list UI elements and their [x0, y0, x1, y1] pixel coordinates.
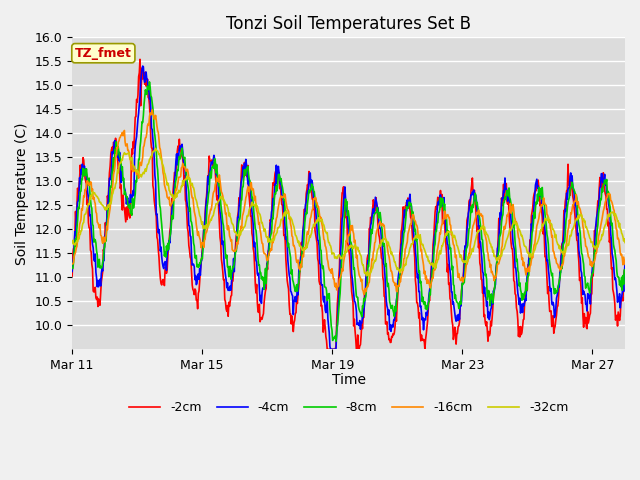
-4cm [131, 144, 139, 149]
Legend: -2cm, -4cm, -8cm, -16cm, -32cm: -2cm, -4cm, -8cm, -16cm, -32cm [124, 396, 573, 419]
-32cm [492, 256, 500, 262]
-2cm [68, 273, 76, 279]
-16cm [68, 261, 76, 267]
-4cm [492, 265, 500, 271]
-8cm [492, 270, 500, 276]
-8cm [181, 155, 189, 160]
-32cm [152, 145, 159, 151]
-4cm [68, 269, 76, 275]
-8cm [332, 338, 340, 344]
Line: -16cm: -16cm [72, 110, 625, 294]
-2cm [181, 173, 189, 179]
-2cm [323, 347, 331, 352]
-2cm [621, 266, 629, 272]
-8cm [621, 267, 629, 273]
-2cm [143, 76, 151, 82]
-8cm [131, 191, 139, 197]
Line: -4cm: -4cm [72, 66, 625, 349]
X-axis label: Time: Time [332, 373, 365, 387]
-32cm [181, 177, 189, 182]
-32cm [143, 165, 150, 171]
-16cm [621, 262, 629, 267]
-8cm [356, 309, 364, 314]
-32cm [68, 240, 76, 245]
-16cm [143, 130, 150, 136]
Line: -8cm: -8cm [72, 82, 625, 341]
-8cm [403, 204, 410, 210]
-32cm [403, 255, 410, 261]
-32cm [621, 240, 629, 245]
-4cm [403, 208, 410, 214]
-4cm [621, 260, 629, 266]
-16cm [355, 272, 363, 277]
-16cm [181, 164, 189, 169]
-2cm [131, 114, 139, 120]
Line: -32cm: -32cm [72, 148, 625, 276]
-16cm [361, 291, 369, 297]
Text: TZ_fmet: TZ_fmet [75, 47, 132, 60]
-2cm [403, 199, 410, 205]
-4cm [143, 77, 151, 83]
-4cm [139, 63, 147, 69]
-32cm [131, 167, 139, 172]
-16cm [131, 168, 139, 173]
-2cm [492, 271, 500, 276]
Title: Tonzi Soil Temperatures Set B: Tonzi Soil Temperatures Set B [226, 15, 471, 33]
-32cm [365, 273, 372, 278]
Y-axis label: Soil Temperature (C): Soil Temperature (C) [15, 122, 29, 264]
-2cm [356, 343, 364, 349]
-4cm [181, 163, 189, 169]
-8cm [146, 79, 154, 85]
-32cm [355, 248, 363, 253]
-8cm [68, 265, 76, 271]
-16cm [492, 273, 500, 279]
-8cm [143, 92, 150, 97]
-4cm [327, 347, 335, 352]
Line: -2cm: -2cm [72, 60, 625, 349]
-4cm [356, 318, 364, 324]
-16cm [403, 241, 410, 247]
-2cm [136, 57, 144, 62]
-16cm [148, 107, 156, 113]
